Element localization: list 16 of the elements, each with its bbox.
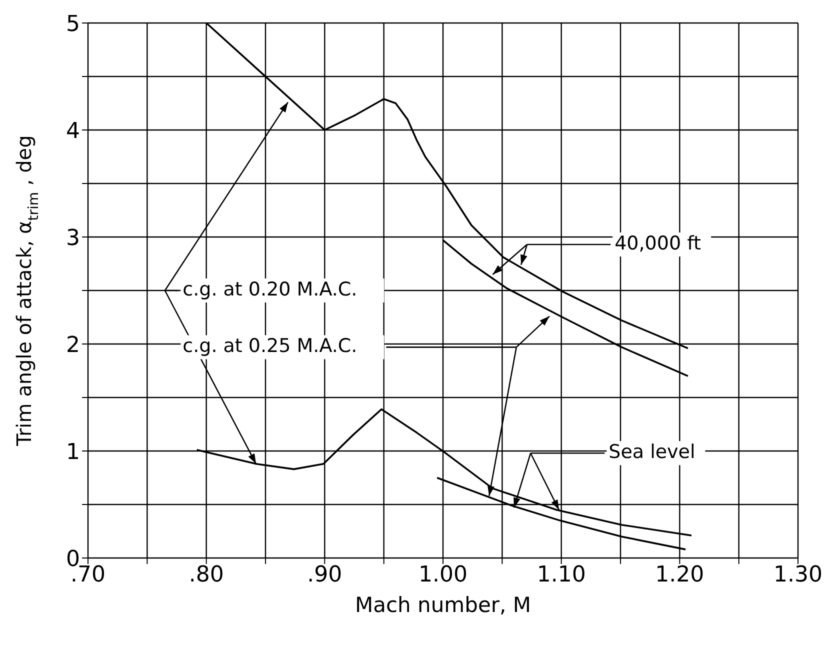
x-tick-label: 1.00	[418, 562, 468, 588]
annotation: Sea level	[608, 441, 696, 464]
y-tick-label: 2	[66, 332, 80, 358]
annotation: c.g. at 0.25 M.A.C.	[182, 335, 358, 358]
x-tick-label: 1.30	[774, 562, 822, 588]
y-tick-label: 4	[66, 118, 80, 144]
annotation: c.g. at 0.20 M.A.C.	[182, 278, 358, 301]
y-tick-label: 3	[66, 226, 80, 251]
x-tick-label: 1.10	[536, 562, 586, 588]
y-tick-label: 1	[66, 440, 80, 465]
x-axis-title: Mach number, M	[355, 593, 531, 617]
x-tick-label: 1.20	[655, 562, 704, 588]
x-tick-label: .80	[188, 562, 224, 588]
y-tick-label: 5	[66, 12, 80, 37]
x-tick-label: .90	[307, 562, 342, 588]
annotation: 40,000 ft	[614, 232, 701, 255]
